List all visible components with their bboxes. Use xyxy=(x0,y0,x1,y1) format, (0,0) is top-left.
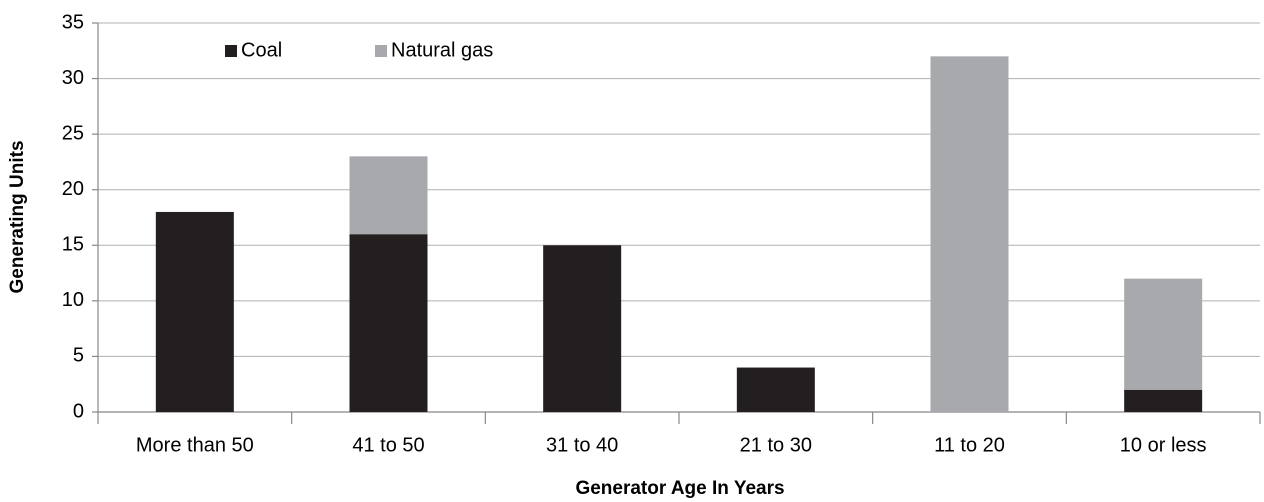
bar-segment xyxy=(1124,389,1203,412)
bar-segment xyxy=(155,211,234,412)
x-tick-label: 21 to 30 xyxy=(740,434,812,456)
y-axis-label: Generating Units xyxy=(7,140,28,293)
y-tick-label: 30 xyxy=(62,67,84,89)
x-tick-label: 31 to 40 xyxy=(546,434,618,456)
x-tick-label: 11 to 20 xyxy=(934,434,1005,456)
legend-swatch xyxy=(225,45,237,57)
y-tick-label: 5 xyxy=(73,345,84,367)
y-tick-label: 10 xyxy=(62,289,84,311)
x-tick-label: 41 to 50 xyxy=(352,434,424,456)
y-tick-label: 25 xyxy=(62,122,84,144)
legend-swatch xyxy=(375,45,387,57)
bar-segment xyxy=(349,156,428,235)
y-tick-label: 20 xyxy=(62,178,84,200)
bar-segment xyxy=(1124,278,1203,390)
x-tick-label: 10 or less xyxy=(1120,434,1207,456)
y-tick-label: 15 xyxy=(62,234,84,256)
bar-segment xyxy=(736,367,815,412)
bar-segment xyxy=(543,245,622,412)
y-tick-label: 0 xyxy=(73,400,84,422)
bar-segment xyxy=(930,56,1009,412)
legend-label: Coal xyxy=(241,39,282,61)
bar-segment xyxy=(349,234,428,412)
y-tick-label: 35 xyxy=(62,11,84,33)
legend-label: Natural gas xyxy=(391,39,493,61)
x-tick-label: More than 50 xyxy=(136,434,254,456)
x-axis-label: Generator Age In Years xyxy=(575,478,784,499)
